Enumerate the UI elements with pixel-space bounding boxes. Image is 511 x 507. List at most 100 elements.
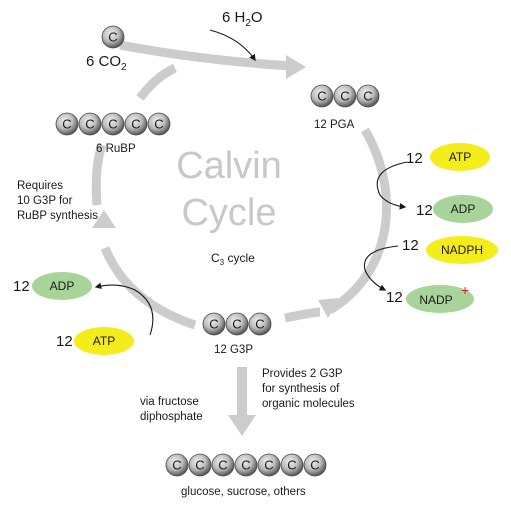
nadp-label: NADP — [419, 293, 452, 307]
carbon-atom-letter: C — [85, 117, 94, 132]
carbon-atom — [101, 112, 125, 136]
carbon-atom-letter: C — [218, 458, 227, 473]
cycle-arrows — [91, 40, 391, 330]
title-line2: Cycle — [181, 192, 276, 234]
left-adp-label: ADP — [50, 279, 75, 293]
carbon-atom — [124, 112, 148, 136]
right-adp-count: 12 — [416, 202, 433, 219]
arrow-g3p-to-left — [100, 246, 197, 330]
nadph-count: 12 — [402, 237, 419, 254]
output-arrow — [228, 367, 256, 436]
pill-nadp: 12 NADP + — [386, 282, 474, 313]
svg-text:via fructose: via fructose — [140, 396, 199, 408]
carbon-atom — [147, 112, 171, 136]
nadp-plus: + — [461, 282, 469, 298]
svg-text:for synthesis of: for synthesis of — [262, 383, 340, 395]
carbon-atom-letter: C — [310, 458, 319, 473]
pill-right-atp: 12 ATP — [406, 143, 490, 171]
via-note: via fructose diphosphate — [140, 396, 203, 423]
carbon-atom — [234, 453, 258, 477]
provides-note: Provides 2 G3P for synthesis of organic … — [262, 368, 355, 410]
carbon-atom — [188, 453, 212, 477]
carbon-atom-letter: C — [62, 117, 71, 132]
carbon-atom — [225, 312, 249, 336]
arrowhead-pga — [286, 55, 306, 79]
carbon-atom — [165, 453, 189, 477]
carbon-atom-letter: C — [172, 458, 181, 473]
carbon-atom-letter: C — [287, 458, 296, 473]
carbon-atom — [211, 453, 235, 477]
left-atp-label: ATP — [93, 334, 115, 348]
carbon-atom — [356, 84, 380, 108]
atp-adp-left-arrow — [94, 282, 154, 336]
carbon-atom-letter: C — [131, 117, 140, 132]
carbon-atom — [78, 112, 102, 136]
left-atp-count: 12 — [56, 333, 73, 350]
pill-right-adp: 12 ADP — [416, 195, 493, 223]
subtitle: C3 cycle — [211, 251, 255, 267]
right-adp-label: ADP — [451, 202, 476, 216]
carbon-atom — [310, 84, 334, 108]
carbon-atom-letter: C — [108, 30, 117, 45]
carbon-atom — [333, 84, 357, 108]
carbon-atom — [303, 453, 327, 477]
arrow-co2-to-pga — [119, 40, 291, 71]
water-arrow — [209, 29, 256, 62]
product-label: glucose, sucrose, others — [181, 486, 306, 498]
nadp-count: 12 — [386, 289, 403, 306]
cycle-arrowheads — [92, 55, 340, 318]
carbon-atom-letter: C — [108, 117, 117, 132]
nadph-arrow — [363, 245, 399, 291]
carbon-atom — [257, 453, 281, 477]
pill-left-adp: 12 ADP — [13, 272, 92, 300]
svg-text:Requires: Requires — [17, 180, 63, 192]
rubp-label: 6 RuBP — [96, 143, 136, 155]
carbon-atom-letter: C — [264, 458, 273, 473]
arrow-g3p-right-tail — [284, 307, 321, 323]
carbon-atom-letter: C — [241, 458, 250, 473]
svg-text:10 G3P for: 10 G3P for — [17, 195, 73, 207]
carbon-atom-letter: C — [317, 89, 326, 104]
svg-text:organic molecules: organic molecules — [262, 398, 355, 410]
carbon-atom-letter: C — [154, 117, 163, 132]
requires-note: Requires 10 G3P for RuBP synthesis — [17, 180, 98, 222]
atp-adp-right-arrow — [376, 161, 408, 210]
carbon-atom — [55, 112, 79, 136]
carbon-atoms: CC C CC C C C CC C CC C C C C C C — [55, 25, 380, 477]
arrow-rubp-to-top — [136, 63, 178, 101]
co2-carbon: C — [101, 25, 125, 49]
co2-label: 6 CO2 — [86, 53, 127, 73]
svg-text:Provides 2 G3P: Provides 2 G3P — [262, 368, 343, 380]
arrowhead-g3p — [318, 298, 340, 318]
carbon-atom-letter: C — [340, 89, 349, 104]
pill-nadph: 12 NADPH — [402, 236, 498, 264]
carbon-atom — [280, 453, 304, 477]
nadph-label: NADPH — [441, 243, 483, 257]
arrow-left-to-rubp — [91, 143, 107, 206]
right-atp-count: 12 — [406, 150, 423, 167]
g3p-label: 12 G3P — [214, 344, 253, 356]
title-line1: Calvin — [176, 145, 282, 187]
pga-label: 12 PGA — [314, 119, 355, 131]
reaction-arrows — [94, 29, 408, 336]
carbon-atom — [248, 312, 272, 336]
arrowhead-left — [92, 210, 116, 228]
carbon-atom — [101, 25, 125, 49]
carbon-atom-letter: C — [232, 317, 241, 332]
arrow-pga-to-g3p — [327, 127, 391, 314]
svg-text:diphosphate: diphosphate — [140, 411, 203, 423]
carbon-atom-letter: C — [195, 458, 204, 473]
left-adp-count: 12 — [13, 278, 30, 295]
pill-left-atp: 12 ATP — [56, 327, 134, 355]
carbon-atom — [202, 312, 226, 336]
water-label: 6 H2O — [222, 9, 263, 29]
right-atp-label: ATP — [449, 150, 471, 164]
carbon-atom-letter: C — [255, 317, 264, 332]
svg-text:RuBP synthesis: RuBP synthesis — [17, 210, 98, 222]
carbon-atom-letter: C — [209, 317, 218, 332]
